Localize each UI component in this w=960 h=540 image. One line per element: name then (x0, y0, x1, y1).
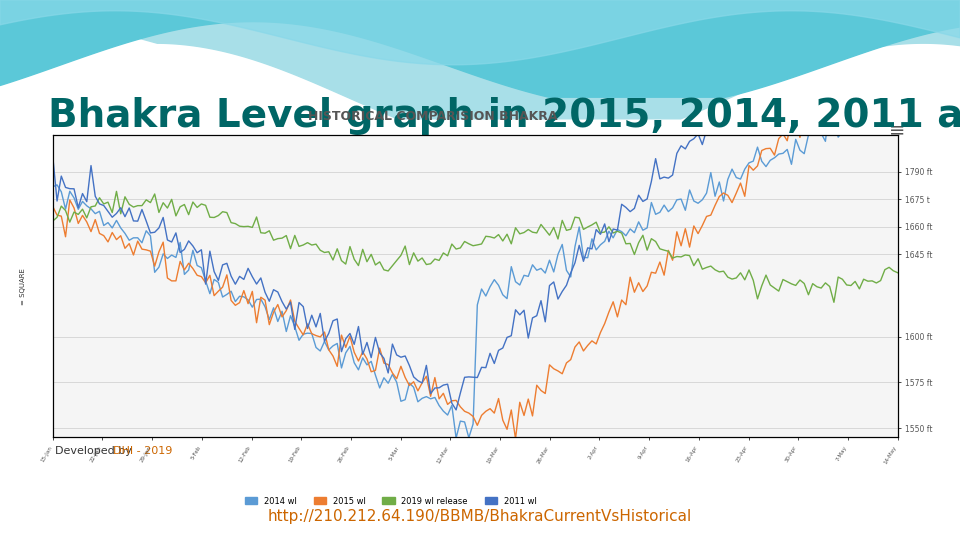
2019 wl release (98, 201, 109, 207)
2019 wl release (81, 214, 92, 221)
2014 wl (853, 118, 865, 124)
Text: = SQUARE: = SQUARE (20, 268, 26, 305)
Text: Expected Snowmelt in 2019 – (5700-6100) MCM: Expected Snowmelt in 2019 – (5700-6100) … (53, 256, 420, 272)
2015 wl (272, 301, 283, 308)
Text: ≡: ≡ (889, 120, 906, 139)
2015 wl (47, 204, 59, 210)
2019 wl release (858, 276, 870, 282)
2014 wl (98, 222, 109, 229)
2015 wl (892, 32, 903, 38)
Polygon shape (0, 0, 960, 65)
2011 wl (272, 289, 283, 295)
2019 wl release (276, 235, 288, 241)
2015 wl (853, 51, 865, 58)
2019 wl release (824, 284, 835, 290)
2019 wl release (110, 188, 122, 194)
Text: Snowmelt in 2015 – 5434 MCM: Snowmelt in 2015 – 5434 MCM (53, 151, 289, 166)
2015 wl (824, 84, 835, 91)
2015 wl (204, 272, 216, 279)
Line: 2019 wl release: 2019 wl release (53, 191, 898, 302)
Text: DHI - 2019: DHI - 2019 (113, 446, 173, 456)
Line: 2014 wl: 2014 wl (53, 94, 898, 438)
Text: Bhakra Level graph in 2015, 2014, 2011 and 2019…: Bhakra Level graph in 2015, 2014, 2011 a… (48, 97, 960, 135)
Text: http://210.212.64.190/BBMB/BhakraCurrentVsHistorical: http://210.212.64.190/BBMB/BhakraCurrent… (268, 509, 692, 524)
2014 wl (272, 318, 283, 325)
2015 wl (81, 219, 92, 225)
2019 wl release (892, 269, 903, 276)
2014 wl (824, 101, 835, 107)
2011 wl (204, 248, 216, 254)
2015 wl (98, 232, 109, 239)
2019 wl release (208, 214, 220, 221)
2019 wl release (47, 218, 59, 224)
2014 wl (204, 291, 216, 297)
2011 wl (81, 198, 92, 205)
2019 wl release (828, 299, 840, 306)
2011 wl (98, 202, 109, 209)
2014 wl (47, 184, 59, 190)
2011 wl (47, 153, 59, 160)
Polygon shape (0, 0, 960, 97)
2014 wl (892, 105, 903, 111)
2015 wl (510, 436, 521, 442)
Polygon shape (0, 0, 960, 119)
2015 wl (888, 5, 900, 12)
2014 wl (879, 91, 891, 98)
Line: 2015 wl: 2015 wl (53, 9, 898, 439)
2014 wl (81, 202, 92, 209)
Legend: 2014 wl, 2015 wl, 2019 wl release, 2011 wl: 2014 wl, 2015 wl, 2019 wl release, 2011 … (242, 493, 540, 509)
Line: 2011 wl: 2011 wl (53, 0, 898, 410)
Text: HISTORICAL COMPARISION BHAKRA: HISTORICAL COMPARISION BHAKRA (308, 110, 558, 123)
Text: Snowmelt in 2011 – 5383 MCM: Snowmelt in 2011 – 5383 MCM (53, 221, 289, 237)
Text: Snowmelt in 2014 – 4836 MCM: Snowmelt in 2014 – 4836 MCM (53, 186, 289, 201)
2011 wl (450, 407, 462, 413)
Text: Developed by: Developed by (55, 446, 135, 456)
2014 wl (450, 435, 462, 441)
